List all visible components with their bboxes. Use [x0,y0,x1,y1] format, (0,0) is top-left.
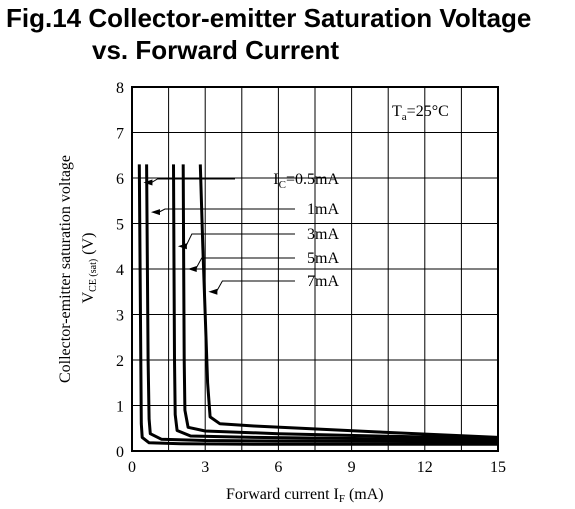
leader-line [215,280,295,292]
y-tick-label: 3 [116,308,124,325]
y-tick-label: 7 [116,126,124,143]
leader-arrowhead [177,243,187,250]
plot-frame [131,86,499,452]
y-tick-label: 0 [116,444,124,461]
x-tick-label: 9 [348,459,356,476]
series-label: IC=0.5mA [273,171,339,191]
x-tick-label: 0 [128,459,136,476]
curve-1 [137,164,498,446]
leader-line [195,257,295,270]
x-tick-label: 6 [274,459,282,476]
series-labels: IC=0.5mA 1mA 3mA 5mA 7mA [273,171,339,290]
label-leaders [143,178,295,295]
y-tick-label: 1 [116,399,124,416]
leader-arrowhead [143,179,153,186]
leader-arrowhead [187,266,197,272]
leader-arrowhead [208,288,218,295]
x-axis-label: Forward current IF (mA) [226,486,384,505]
series-label: 5mA [307,250,339,267]
y-axis-label-line2: VCE (sat) (V) [80,233,99,304]
series-label: 3mA [307,226,339,243]
y-tick-label: 5 [116,217,124,234]
y-tick-label: 4 [116,262,124,279]
x-tick-label: 12 [417,459,433,476]
curve-2 [145,164,499,444]
y-tick-label: 2 [116,353,124,370]
leader-line [158,208,295,213]
leader-arrowhead [150,209,160,216]
series-label: 1mA [307,201,339,218]
x-tick-label: 15 [490,459,506,476]
leader-line [185,233,295,247]
curve-4 [181,164,499,440]
y-tick-label: 6 [116,171,124,188]
y-tick-label: 8 [116,80,124,97]
curve-3 [172,164,499,442]
chart-title-line1: Fig.14 Collector-emitter Saturation Volt… [6,3,532,33]
x-tick-labels: 0 3 6 9 12 15 [128,459,506,476]
condition-label: Ta=25°C [392,103,449,123]
grid [132,87,498,451]
curve-5 [198,164,499,439]
series-label: 7mA [307,273,339,290]
chart-title: Fig.14 Collector-emitter Saturation Volt… [6,2,531,66]
y-axis-label-line1: Collector-emitter saturation voltage [57,155,74,383]
chart-title-line2: vs. Forward Current [92,35,340,65]
curves [137,164,499,446]
y-tick-labels: 0 1 2 3 4 5 6 7 8 [116,80,124,461]
x-tick-label: 3 [201,459,209,476]
leader-line [151,178,235,183]
